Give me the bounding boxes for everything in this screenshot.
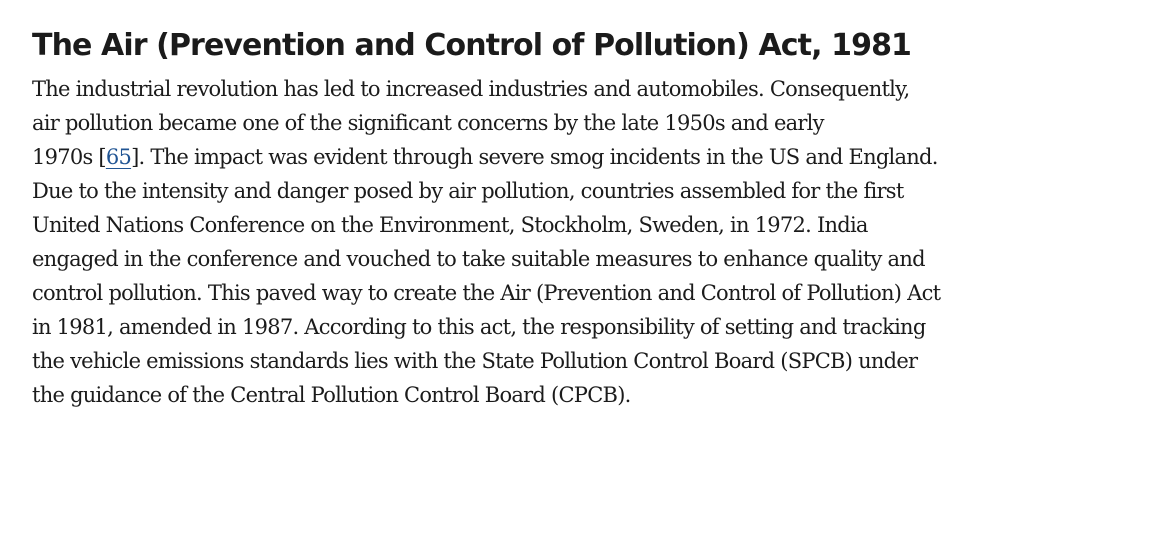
paragraph-line: United Nations Conference on the Environ… — [32, 213, 868, 237]
paragraph-line: in 1981, amended in 1987. According to t… — [32, 315, 926, 339]
article-section: The Air (Prevention and Control of Pollu… — [32, 24, 1122, 412]
citation-suffix-text: ]. The impact was evident through severe… — [131, 145, 938, 169]
paragraph-line: Due to the intensity and danger posed by… — [32, 179, 904, 203]
citation-link-65[interactable]: 65 — [105, 145, 132, 169]
section-heading: The Air (Prevention and Control of Pollu… — [32, 28, 912, 63]
paragraph-line: the guidance of the Central Pollution Co… — [32, 383, 631, 407]
paragraph-line: control pollution. This paved way to cre… — [32, 281, 941, 305]
paragraph-line: air pollution became one of the signific… — [32, 111, 825, 135]
paragraph-line: the vehicle emissions standards lies wit… — [32, 349, 918, 373]
paragraph-line: The industrial revolution has led to inc… — [32, 77, 910, 101]
section-paragraph: The industrial revolution has led to inc… — [32, 72, 1122, 412]
paragraph-line-with-citation: 1970s [65]. The impact was evident throu… — [32, 140, 1122, 174]
paragraph-line: engaged in the conference and vouched to… — [32, 247, 926, 271]
citation-prefix-text: 1970s [ — [32, 145, 107, 169]
